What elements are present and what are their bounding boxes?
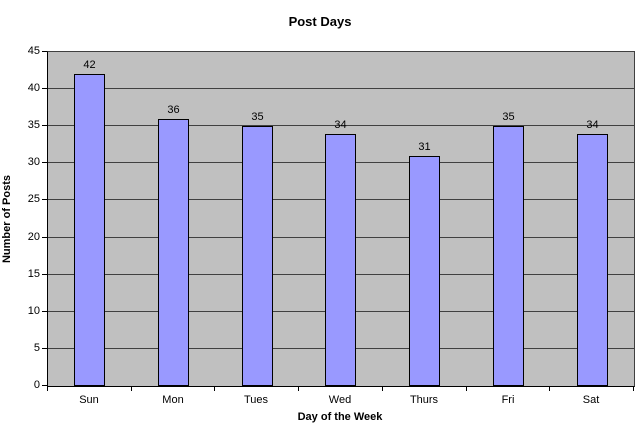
bar xyxy=(577,134,608,386)
bar-value-label: 36 xyxy=(167,104,180,116)
x-axis-tick xyxy=(549,386,550,391)
y-axis-tick xyxy=(42,125,47,126)
y-axis-tick xyxy=(42,385,47,386)
y-tick-label: 15 xyxy=(27,268,40,280)
x-axis-tick xyxy=(131,386,132,391)
x-axis-title: Day of the Week xyxy=(297,411,383,423)
y-axis-tick xyxy=(42,274,47,275)
x-tick-label: Fri xyxy=(501,394,515,406)
x-axis-tick xyxy=(298,386,299,391)
x-tick-label: Mon xyxy=(162,394,184,406)
bar-value-label: 35 xyxy=(502,111,515,123)
bar xyxy=(158,119,189,386)
x-axis-tick xyxy=(214,386,215,391)
y-axis-tick xyxy=(42,237,47,238)
x-axis-tick xyxy=(382,386,383,391)
y-tick-label: 10 xyxy=(27,305,40,317)
x-tick-label: Sat xyxy=(582,394,600,406)
x-tick-label: Wed xyxy=(328,394,352,406)
x-tick-label: Sun xyxy=(79,394,99,406)
chart-title: Post Days xyxy=(288,14,352,29)
y-axis-tick xyxy=(42,51,47,52)
bar xyxy=(325,134,356,386)
y-axis-tick xyxy=(42,162,47,163)
bar xyxy=(493,126,524,386)
y-axis-tick xyxy=(42,311,47,312)
gridline xyxy=(48,88,634,89)
y-tick-label: 40 xyxy=(27,82,40,94)
x-axis-tick xyxy=(633,386,634,391)
x-tick-label: Thurs xyxy=(409,394,439,406)
y-axis-tick xyxy=(42,199,47,200)
bar-value-label: 34 xyxy=(334,119,347,131)
x-axis-tick xyxy=(466,386,467,391)
bar-value-label: 42 xyxy=(83,59,96,71)
bar xyxy=(242,126,273,386)
gridline xyxy=(48,125,634,126)
y-tick-label: 30 xyxy=(27,156,40,168)
y-tick-label: 35 xyxy=(27,119,40,131)
y-axis-title: Number of Posts xyxy=(1,175,13,264)
y-axis-tick xyxy=(42,348,47,349)
plot-area: 42 36 35 34 31 35 34 xyxy=(47,51,635,387)
y-tick-label: 5 xyxy=(33,342,40,354)
y-tick-label: 25 xyxy=(27,193,40,205)
x-tick-label: Tues xyxy=(243,394,269,406)
bar xyxy=(409,156,440,386)
bar-value-label: 34 xyxy=(586,119,599,131)
bar xyxy=(74,74,105,386)
x-axis-tick xyxy=(47,386,48,391)
bar-value-label: 31 xyxy=(418,141,431,153)
bar-value-label: 35 xyxy=(251,111,264,123)
y-tick-label: 20 xyxy=(27,231,40,243)
y-tick-label: 45 xyxy=(27,45,40,57)
y-axis-tick xyxy=(42,88,47,89)
y-tick-label: 0 xyxy=(33,379,40,391)
